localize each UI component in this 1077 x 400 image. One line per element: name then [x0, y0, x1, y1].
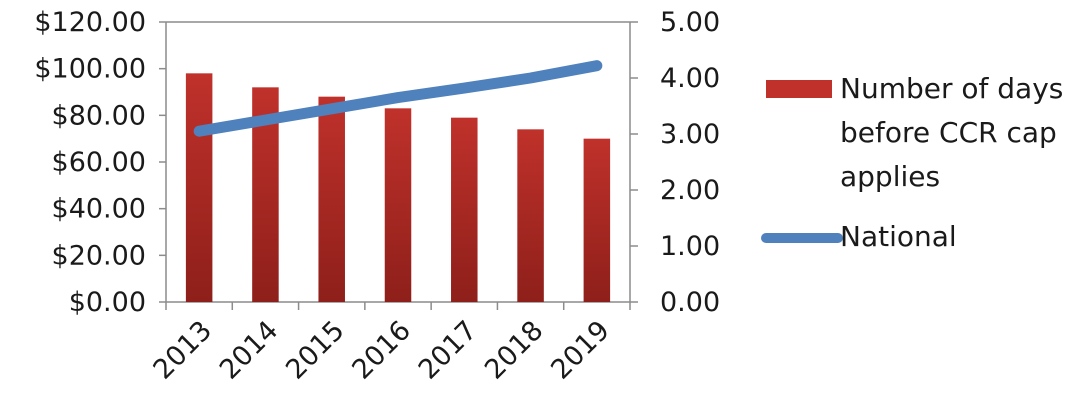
- bar-2015: [318, 96, 345, 303]
- x-tick-label: 2017: [413, 315, 484, 386]
- line-series: [193, 60, 603, 137]
- legend-line-label: National: [840, 220, 957, 253]
- left-y-tick-label: $0.00: [69, 287, 146, 318]
- legend-bar-swatch: [766, 80, 832, 98]
- right-y-axis: 5.00 4.00 3.00 2.00 1.00 0.00: [630, 7, 720, 318]
- x-tick-label: 2014: [214, 315, 285, 386]
- right-y-tick-label: 5.00: [660, 7, 720, 38]
- legend: Number of days before CCR cap applies Na…: [761, 72, 1063, 253]
- legend-bar-label-line-2: before CCR cap: [840, 116, 1057, 149]
- x-tick-label: 2015: [280, 315, 351, 386]
- left-y-tick-label: $40.00: [52, 194, 146, 225]
- x-tick-label: 2018: [479, 315, 550, 386]
- left-y-tick-label: $80.00: [52, 100, 146, 131]
- legend-bar-label-line-1: Number of days: [840, 72, 1063, 105]
- bar-2017: [451, 117, 478, 303]
- x-tick-label: 2016: [346, 315, 417, 386]
- left-y-tick-label: $60.00: [52, 147, 146, 178]
- left-y-tick-label: $100.00: [34, 54, 146, 85]
- left-y-tick-label: $120.00: [34, 7, 146, 38]
- right-y-tick-label: 0.00: [660, 287, 720, 318]
- x-tick-label: 2019: [545, 315, 616, 386]
- right-y-tick-label: 4.00: [660, 63, 720, 94]
- right-y-tick-label: 2.00: [660, 175, 720, 206]
- bar-2013: [185, 73, 213, 302]
- bar-2019: [583, 138, 611, 302]
- bar-2018: [517, 129, 544, 302]
- bar-2016: [384, 108, 412, 302]
- bar-series: [185, 73, 611, 303]
- x-tick-label: 2013: [148, 315, 219, 386]
- left-y-axis: $120.00 $100.00 $80.00 $60.00 $40.00 $20.00 $0…: [34, 7, 166, 318]
- right-y-tick-label: 3.00: [660, 119, 720, 150]
- right-y-tick-label: 1.00: [660, 231, 720, 262]
- legend-bar-label-line-3: applies: [840, 160, 940, 193]
- left-y-tick-label: $20.00: [52, 240, 146, 271]
